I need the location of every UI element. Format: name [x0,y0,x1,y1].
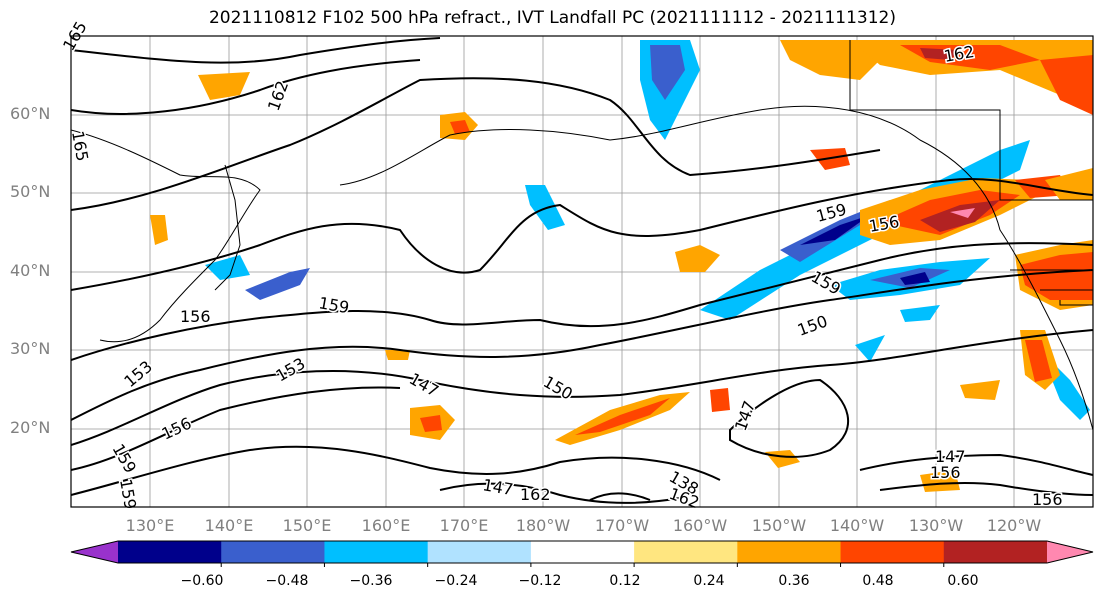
lon-label: 180°W [515,516,571,535]
lon-label: 160°E [361,516,411,535]
lon-label: 140°W [829,516,885,535]
lat-label: 60°N [10,104,51,123]
shading-positive [150,40,1093,492]
lon-label: 130°W [908,516,964,535]
lat-label: 20°N [10,418,51,437]
contours [71,37,1093,504]
colorbar-segment [943,541,1048,563]
lat-label: 40°N [10,261,51,280]
contour-label: 159 [116,477,140,510]
colorbar-tick: −0.24 [434,573,478,589]
contour-label: 150 [795,311,830,339]
colorbar-segment [221,541,325,563]
colorbar-extend-high [1047,541,1093,563]
contour-label: 165 [68,129,92,162]
lon-label: 160°W [672,516,728,535]
lon-label: 150°E [282,516,332,535]
colorbar-outline [70,540,1094,564]
contour-label: 153 [273,354,309,386]
lat-label: 50°N [10,182,51,201]
colorbar-segment [634,541,738,563]
colorbar-segment [840,541,945,563]
contour-label: 159 [317,293,350,317]
lon-label: 170°E [439,516,489,535]
map-title: 2021110812 F102 500 hPa refract., IVT La… [208,8,896,28]
lon-label: 170°W [594,516,650,535]
contour-label: 150 [540,372,576,404]
contour-label: 147 [406,369,442,401]
colorbar-extend-low [71,541,118,563]
contour-label: 156 [180,307,211,326]
contour-label: 153 [120,357,156,391]
colorbar-tick: 0.48 [862,573,894,589]
contour-label: 156 [1032,490,1063,509]
contour-label: 156 [159,413,195,443]
colorbar-tick: −0.60 [180,573,224,589]
colorbar-segment [324,541,429,563]
lat-label: 30°N [10,339,51,358]
colorbar-tick: −0.48 [265,573,309,589]
colorbar [70,540,1094,567]
colorbar-tick: 0.24 [693,573,725,589]
contour-label: 162 [264,78,292,113]
colorbar-tick: 0.12 [609,573,641,589]
colorbar-segment [427,541,532,563]
colorbar-tick: 0.60 [947,573,979,589]
colorbar-tick: −0.36 [349,573,393,589]
colorbar-segment [118,541,222,563]
contour-label: 147 [481,475,514,499]
lon-label: 150°W [751,516,807,535]
contour-label: 159 [109,441,141,477]
lon-label: 120°W [986,516,1042,535]
contour-label: 147 [935,447,966,466]
colorbar-segment [530,541,635,563]
contour-label: 156 [930,463,961,482]
lon-label: 140°E [204,516,254,535]
lon-label: 130°E [125,516,175,535]
colorbar-tick: 0.36 [778,573,810,589]
colorbar-tick: −0.12 [518,573,562,589]
contour-label: 162 [520,485,551,504]
coastlines [71,40,1093,431]
contour-label: 147 [731,398,759,433]
map-frame [70,35,1094,508]
colorbar-segment [737,541,842,563]
